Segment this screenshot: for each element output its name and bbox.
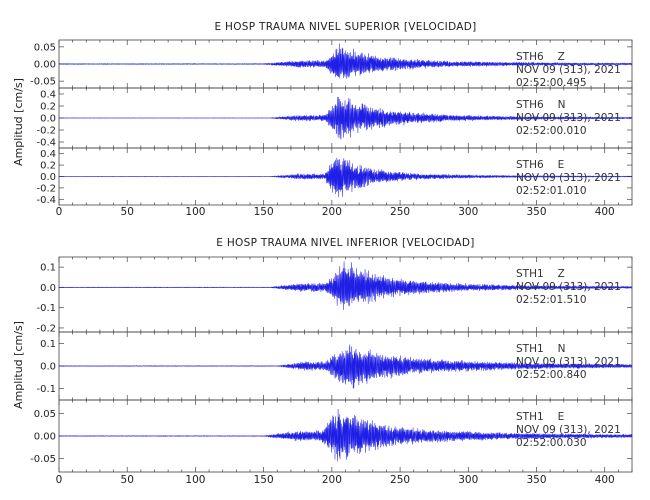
station-code: STH6 (516, 99, 544, 111)
x-tick-label: 100 (185, 206, 205, 218)
station-label: STH6 N (516, 99, 566, 111)
x-tick-label: 400 (595, 206, 615, 218)
y-tick-label: -0.4 (36, 138, 56, 149)
record-time: 02:52:01.010 (516, 185, 587, 197)
record-date: NOV 09 (313), 2021 (516, 281, 621, 293)
y-tick-label: 0.1 (40, 339, 56, 350)
y-tick-label: -0.2 (36, 126, 56, 137)
component-code: Z (558, 268, 565, 280)
x-tick-label: 250 (390, 474, 410, 486)
x-tick-label: 300 (458, 474, 478, 486)
x-tick-label: 0 (56, 474, 63, 486)
component-code: E (558, 411, 565, 423)
y-tick-label: 0.4 (40, 149, 56, 160)
station-label: STH6 Z (516, 51, 565, 63)
record-date: NOV 09 (313), 2021 (516, 356, 621, 368)
y-tick-label: -0.2 (36, 323, 56, 334)
record-time: 02:52:01.510 (516, 294, 587, 306)
record-date: NOV 09 (313), 2021 (516, 112, 621, 124)
component-code: Z (558, 51, 565, 63)
waveform-trace (58, 261, 633, 311)
waveform-trace (58, 43, 633, 79)
y-tick-label: 0.0 (40, 114, 56, 125)
station-label: STH1 N (516, 343, 566, 355)
y-tick-label: 0.0 (40, 283, 56, 294)
station-label: STH6 E (516, 159, 564, 171)
station-label: STH1 Z (516, 268, 565, 280)
y-tick-label: -0.2 (36, 183, 56, 194)
y-tick-label: 0.2 (40, 102, 56, 113)
record-time: 02:52:00.840 (516, 369, 587, 381)
y-axis-label: Amplitud [cm/s] (12, 78, 25, 166)
station-code: STH1 (516, 411, 544, 423)
y-tick-label: 0.05 (34, 409, 56, 420)
x-tick-label: 50 (121, 474, 134, 486)
chart-title: E HOSP TRAUMA NIVEL SUPERIOR [VELOCIDAD] (214, 21, 476, 33)
y-tick-label: 0.00 (34, 432, 56, 443)
station-code: STH1 (516, 343, 544, 355)
x-tick-label: 50 (121, 206, 134, 218)
waveform-trace (58, 408, 633, 462)
waveform-trace (58, 157, 633, 198)
y-tick-label: 0.4 (40, 90, 56, 101)
record-date: NOV 09 (313), 2021 (516, 424, 621, 436)
y-tick-label: 0.00 (34, 60, 56, 71)
component-code: N (558, 343, 566, 355)
y-tick-label: -0.4 (36, 195, 56, 206)
y-tick-label: 0.0 (40, 362, 56, 373)
station-label: STH1 E (516, 411, 564, 423)
y-tick-label: 0.0 (40, 172, 56, 183)
record-time: 02:52:00.030 (516, 437, 587, 449)
y-tick-label: 0.05 (34, 42, 56, 53)
station-code: STH1 (516, 268, 544, 280)
x-tick-label: 250 (390, 206, 410, 218)
x-tick-label: 350 (526, 206, 546, 218)
record-time: 02:52:00.010 (516, 125, 587, 137)
record-date: NOV 09 (313), 2021 (516, 172, 621, 184)
x-tick-label: 400 (595, 474, 615, 486)
x-tick-label: 200 (322, 206, 342, 218)
x-tick-label: 150 (254, 206, 274, 218)
y-axis-label: Amplitud [cm/s] (12, 321, 25, 409)
y-tick-label: 0.1 (40, 263, 56, 274)
component-code: E (558, 159, 565, 171)
chart-title: E HOSP TRAUMA NIVEL INFERIOR [VELOCIDAD] (216, 237, 474, 249)
waveform-trace (58, 344, 633, 389)
station-code: STH6 (516, 51, 544, 63)
record-time: 02:52:00.495 (516, 77, 587, 89)
y-tick-label: -0.1 (36, 303, 56, 314)
record-date: NOV 09 (313), 2021 (516, 64, 621, 76)
y-tick-label: -0.1 (36, 384, 56, 395)
x-tick-label: 200 (322, 474, 342, 486)
waveform-trace (58, 96, 633, 140)
x-tick-label: 350 (526, 474, 546, 486)
x-tick-label: 100 (185, 474, 205, 486)
x-tick-label: 0 (56, 206, 63, 218)
x-tick-label: 300 (458, 206, 478, 218)
y-tick-label: -0.05 (30, 77, 56, 88)
component-code: N (558, 99, 566, 111)
y-tick-label: -0.05 (30, 454, 56, 465)
station-code: STH6 (516, 159, 544, 171)
y-tick-label: 0.2 (40, 161, 56, 172)
x-tick-label: 150 (254, 474, 274, 486)
